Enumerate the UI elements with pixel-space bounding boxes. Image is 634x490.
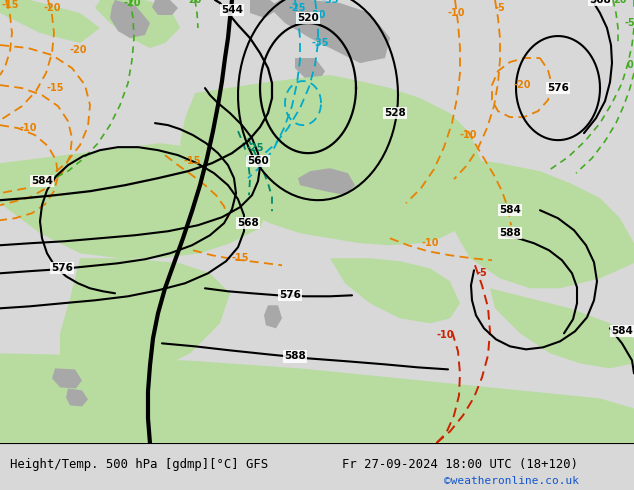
Text: -10: -10 [459, 130, 477, 140]
Polygon shape [295, 58, 325, 83]
Text: 584: 584 [31, 176, 53, 186]
Text: 588: 588 [284, 351, 306, 361]
Polygon shape [0, 353, 634, 443]
Text: 520: 520 [297, 13, 319, 23]
Polygon shape [152, 0, 178, 15]
Polygon shape [180, 75, 490, 245]
Text: -20: -20 [43, 3, 61, 13]
Text: 576: 576 [547, 83, 569, 93]
Text: -10: -10 [447, 8, 465, 18]
Polygon shape [298, 168, 355, 195]
Text: -35: -35 [321, 0, 339, 5]
Polygon shape [60, 258, 230, 383]
Text: -15: -15 [46, 83, 64, 93]
Text: -5: -5 [477, 269, 488, 278]
Polygon shape [250, 0, 280, 18]
Polygon shape [0, 143, 270, 258]
Text: -25: -25 [246, 143, 264, 153]
Polygon shape [450, 158, 634, 288]
Text: ©weatheronline.co.uk: ©weatheronline.co.uk [444, 476, 579, 486]
Text: -10: -10 [19, 123, 37, 133]
Text: 584: 584 [611, 326, 633, 336]
Text: -30: -30 [308, 10, 326, 20]
Text: -20: -20 [514, 80, 531, 90]
Polygon shape [264, 305, 282, 328]
Text: 588: 588 [499, 228, 521, 238]
Text: -15: -15 [231, 253, 249, 263]
Text: Fr 27-09-2024 18:00 UTC (18+120): Fr 27-09-2024 18:00 UTC (18+120) [342, 458, 578, 471]
Polygon shape [66, 389, 88, 406]
Text: -15: -15 [183, 156, 201, 166]
Polygon shape [330, 258, 460, 323]
Text: 560: 560 [247, 156, 269, 166]
Text: 584: 584 [499, 205, 521, 215]
Text: 0: 0 [626, 60, 633, 70]
Text: -10: -10 [436, 330, 454, 341]
Text: 576: 576 [51, 263, 73, 273]
Text: -5: -5 [624, 18, 634, 28]
Text: -5: -5 [495, 3, 505, 13]
Text: 544: 544 [221, 5, 243, 15]
Text: 568: 568 [237, 218, 259, 228]
Text: -25: -25 [288, 3, 306, 13]
Polygon shape [52, 368, 82, 389]
Text: 568: 568 [589, 0, 611, 5]
Text: 20: 20 [188, 0, 202, 5]
Polygon shape [110, 0, 150, 38]
Text: -20: -20 [69, 45, 87, 55]
Text: -20: -20 [123, 0, 141, 8]
Polygon shape [490, 288, 634, 368]
Text: 20: 20 [613, 0, 627, 5]
Text: 576: 576 [279, 290, 301, 300]
Polygon shape [270, 0, 390, 63]
Polygon shape [95, 0, 180, 48]
Text: 528: 528 [384, 108, 406, 118]
Text: -10: -10 [421, 238, 439, 248]
Text: -15: -15 [1, 0, 19, 10]
Text: -35: -35 [311, 38, 329, 48]
Text: Height/Temp. 500 hPa [gdmp][°C] GFS: Height/Temp. 500 hPa [gdmp][°C] GFS [10, 458, 268, 471]
Polygon shape [0, 0, 100, 43]
